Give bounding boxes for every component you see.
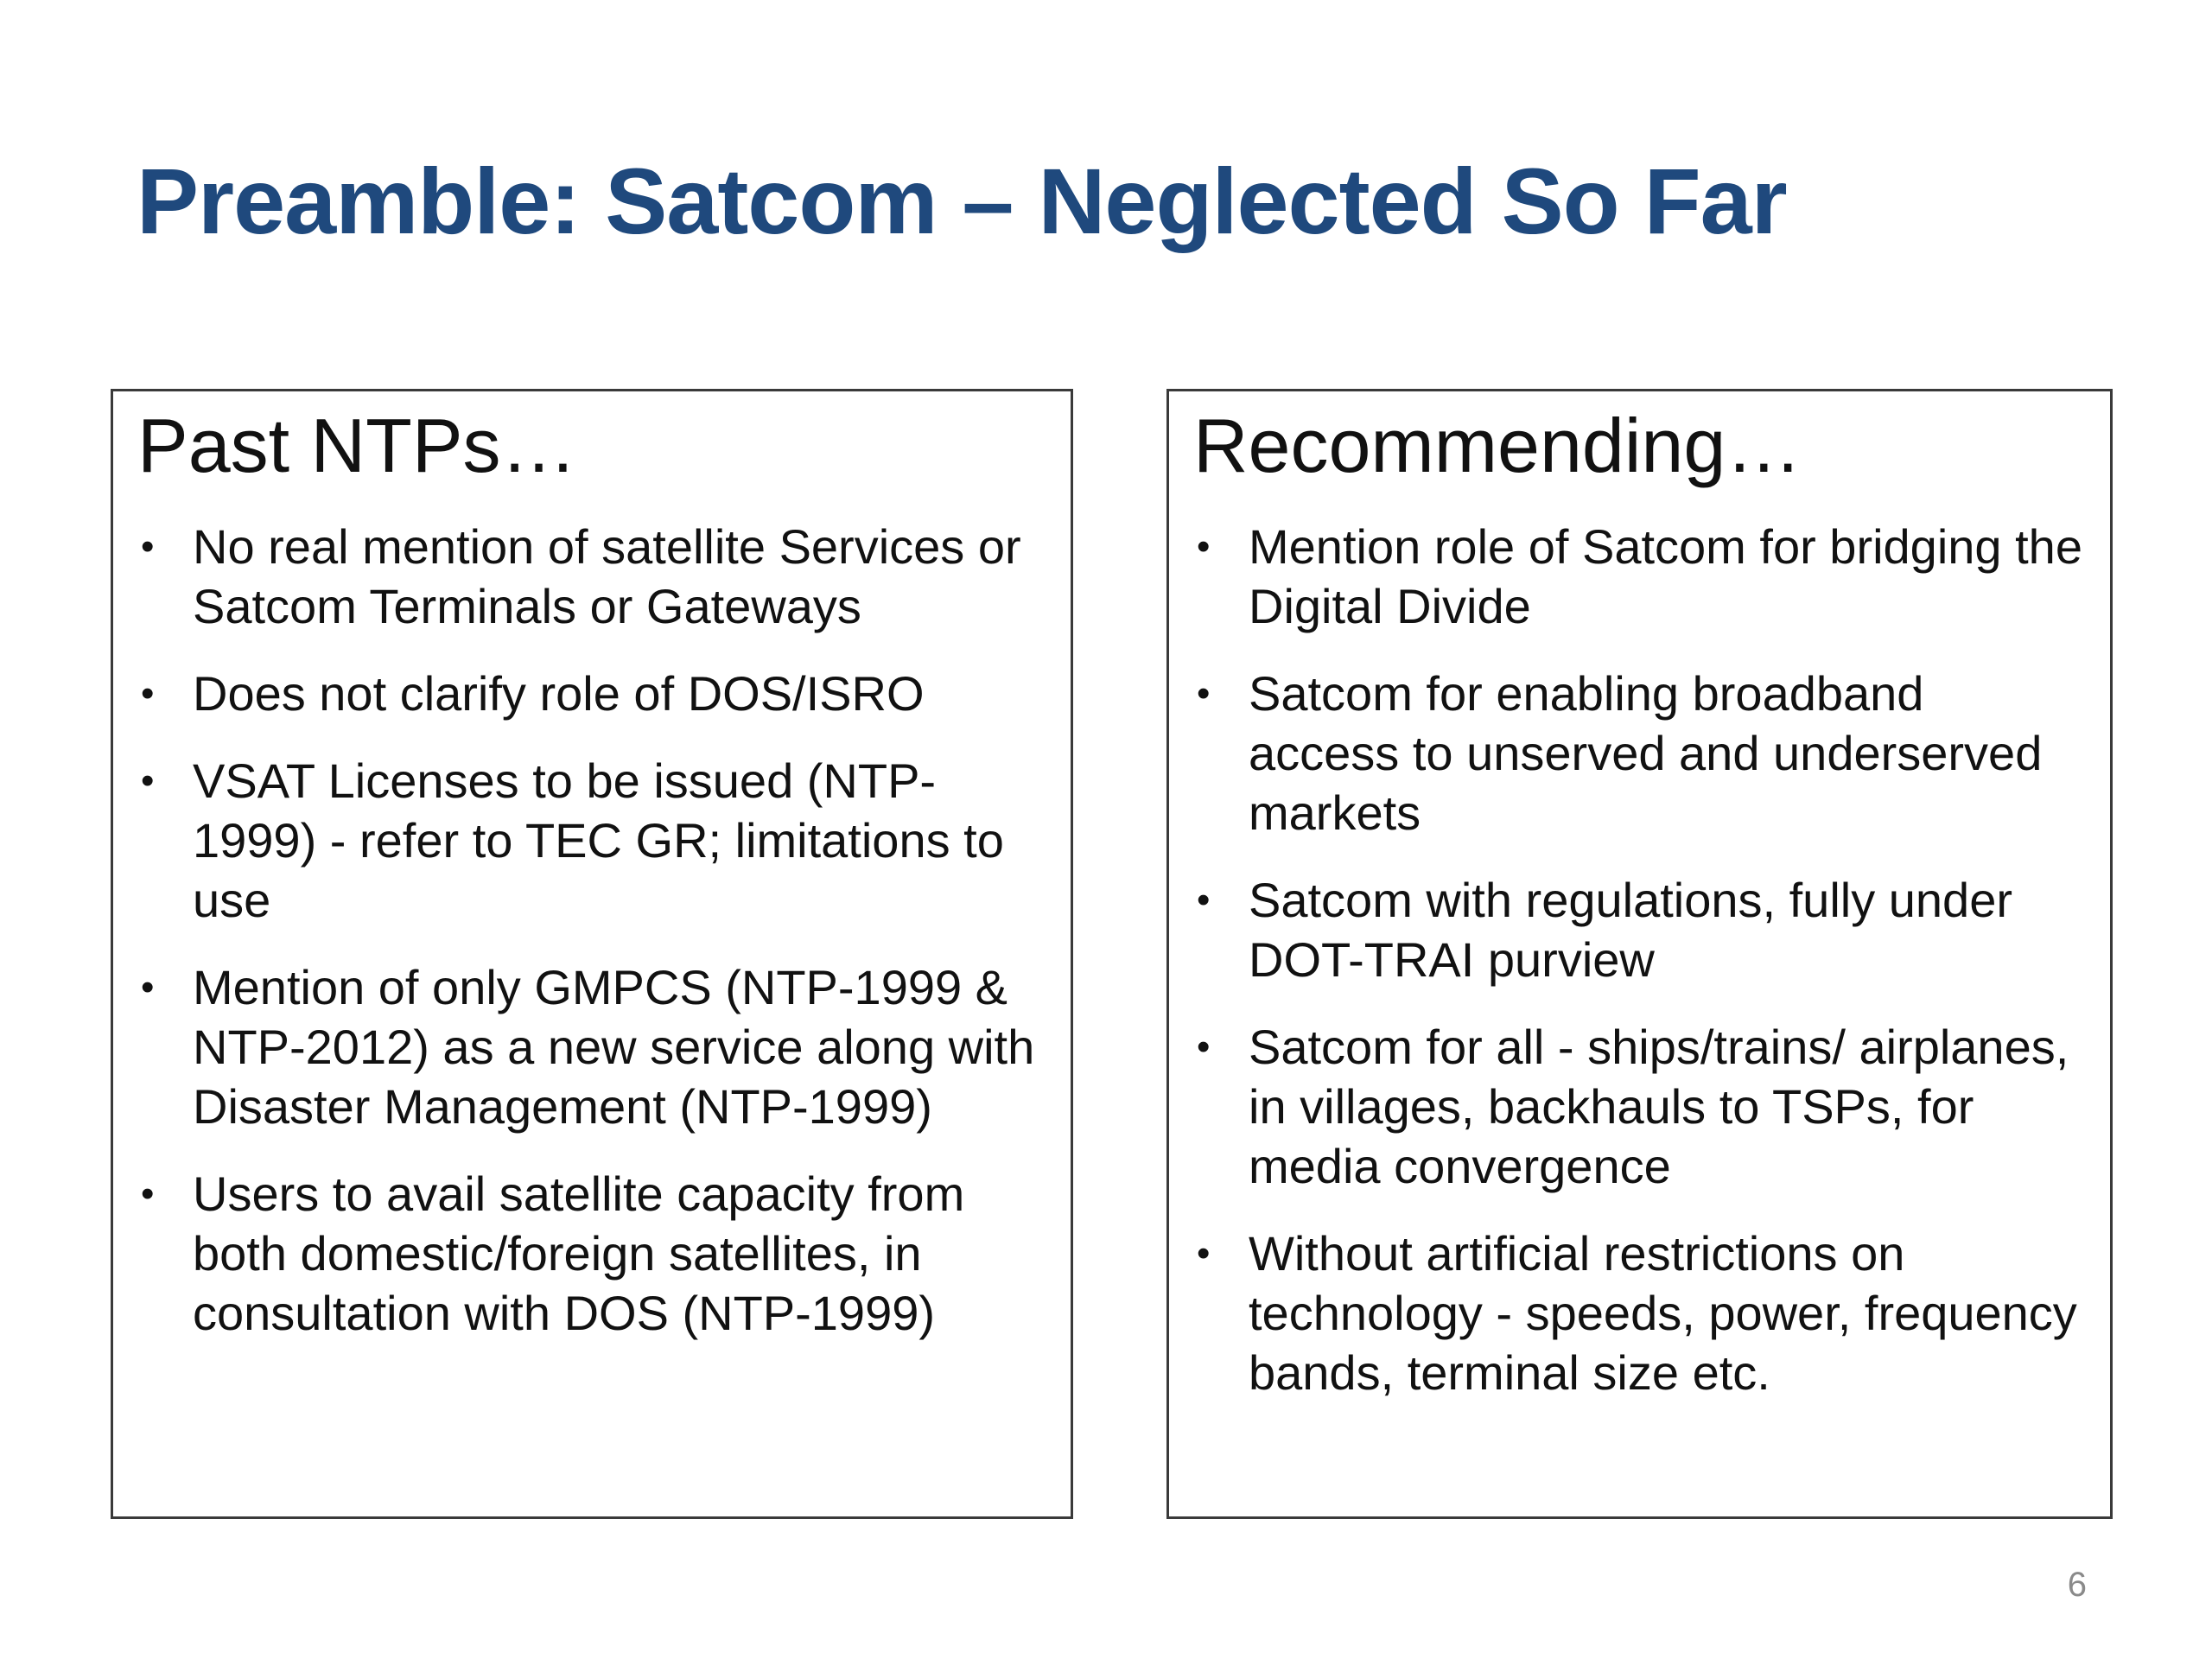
list-item-text: Users to avail satellite capacity from b… bbox=[193, 1166, 965, 1341]
list-item-text: No real mention of satellite Services or… bbox=[193, 519, 1021, 634]
list-item-text: Satcom with regulations, fully under DOT… bbox=[1249, 873, 2012, 988]
past-ntps-list: • No real mention of satellite Services … bbox=[137, 517, 1046, 1343]
list-item: • No real mention of satellite Services … bbox=[137, 517, 1046, 636]
list-item-text: Does not clarify role of DOS/ISRO bbox=[193, 666, 925, 721]
slide-title: Preamble: Satcom – Neglected So Far bbox=[137, 149, 1788, 253]
list-item: • Satcom for all - ships/trains/ airplan… bbox=[1193, 1017, 2086, 1196]
bullet-icon: • bbox=[141, 966, 155, 1009]
list-item-text: Satcom for all - ships/trains/ airplanes… bbox=[1249, 1020, 2069, 1194]
slide-number: 6 bbox=[2067, 1566, 2087, 1604]
list-item-text: Mention of only GMPCS (NTP-1999 & NTP-20… bbox=[193, 960, 1035, 1135]
bullet-icon: • bbox=[141, 672, 155, 715]
list-item: • Mention role of Satcom for bridging th… bbox=[1193, 517, 2086, 636]
past-ntps-heading: Past NTPs… bbox=[137, 403, 577, 488]
recommending-heading: Recommending… bbox=[1193, 403, 1802, 488]
recommending-panel: Recommending… • Mention role of Satcom f… bbox=[1166, 389, 2113, 1519]
list-item: • Mention of only GMPCS (NTP-1999 & NTP-… bbox=[137, 957, 1046, 1136]
list-item-text: VSAT Licenses to be issued (NTP-1999) - … bbox=[193, 753, 1004, 928]
bullet-icon: • bbox=[1197, 879, 1211, 922]
bullet-icon: • bbox=[141, 1173, 155, 1216]
recommending-list: • Mention role of Satcom for bridging th… bbox=[1193, 517, 2086, 1402]
list-item: • VSAT Licenses to be issued (NTP-1999) … bbox=[137, 751, 1046, 930]
list-item: • Satcom with regulations, fully under D… bbox=[1193, 870, 2086, 989]
bullet-icon: • bbox=[141, 525, 155, 569]
list-item: • Without artificial restrictions on tec… bbox=[1193, 1224, 2086, 1402]
bullet-icon: • bbox=[141, 760, 155, 803]
past-ntps-panel: Past NTPs… • No real mention of satellit… bbox=[111, 389, 1073, 1519]
list-item: • Does not clarify role of DOS/ISRO bbox=[137, 664, 1046, 723]
list-item-text: Mention role of Satcom for bridging the … bbox=[1249, 519, 2082, 634]
list-item: • Users to avail satellite capacity from… bbox=[137, 1164, 1046, 1343]
bullet-icon: • bbox=[1197, 672, 1211, 715]
bullet-icon: • bbox=[1197, 525, 1211, 569]
list-item-text: Without artificial restrictions on techn… bbox=[1249, 1226, 2077, 1401]
bullet-icon: • bbox=[1197, 1232, 1211, 1275]
list-item-text: Satcom for enabling broadband access to … bbox=[1249, 666, 2043, 841]
bullet-icon: • bbox=[1197, 1026, 1211, 1069]
list-item: • Satcom for enabling broadband access t… bbox=[1193, 664, 2086, 842]
